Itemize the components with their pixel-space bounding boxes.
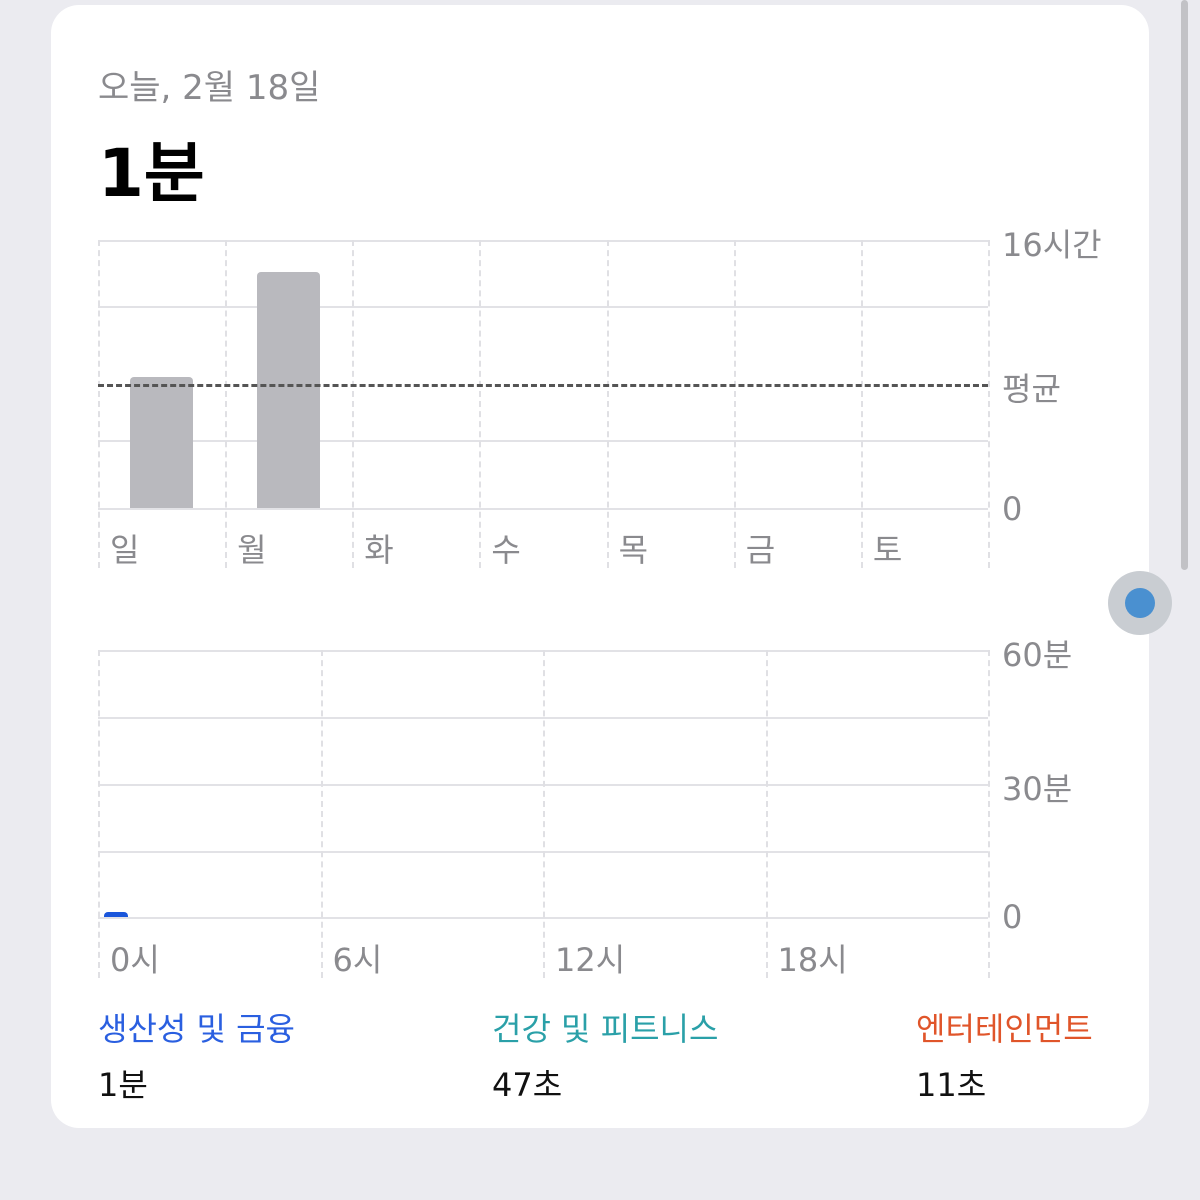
gridline — [98, 306, 988, 308]
x-tick-label: 월 — [237, 531, 267, 569]
gridline-vertical — [98, 240, 100, 568]
gridline-vertical — [98, 650, 100, 978]
average-line — [98, 384, 988, 388]
gridline — [98, 440, 988, 442]
hour-bar — [104, 912, 128, 917]
x-tick-label: 토 — [872, 531, 903, 569]
gridline-vertical — [479, 240, 482, 568]
gridline — [98, 240, 988, 242]
gridline-vertical — [988, 240, 990, 568]
x-tick-label: 금 — [745, 531, 776, 569]
total-time: 1분 — [98, 135, 205, 212]
gridline-vertical — [860, 240, 863, 568]
gridline-vertical — [765, 650, 768, 978]
x-tick-label: 화 — [364, 531, 394, 569]
gridline-vertical — [988, 650, 990, 978]
category-health[interactable]: 건강 및 피트니스 47초 — [492, 1004, 718, 1106]
category-value: 11초 — [916, 1066, 987, 1104]
y-tick-16h: 16시간 — [1002, 226, 1102, 264]
y-tick-zero: 0 — [1002, 490, 1023, 528]
y-tick-60m: 60분 — [1002, 636, 1073, 674]
y-tick-30m: 30분 — [1002, 770, 1073, 808]
gridline — [98, 508, 988, 510]
category-productivity[interactable]: 생산성 및 금융 1분 — [98, 1004, 295, 1106]
category-entertainment[interactable]: 엔터테인먼트 11초 — [916, 1004, 1093, 1106]
bar-월 — [257, 271, 321, 508]
category-value: 47초 — [492, 1066, 563, 1104]
x-tick-label: 목 — [618, 531, 649, 569]
category-value: 1분 — [98, 1066, 148, 1104]
scrollbar[interactable] — [1181, 0, 1188, 570]
gridline-vertical — [543, 650, 545, 978]
y-tick-0: 0 — [1002, 898, 1023, 936]
x-tick-label: 0시 — [110, 941, 160, 979]
screen-time-card — [51, 5, 1149, 1128]
bar-일 — [130, 377, 193, 508]
assistive-touch-button[interactable] — [1108, 571, 1172, 635]
x-tick-label: 일 — [110, 531, 140, 569]
dot-icon — [1125, 588, 1155, 618]
gridline-vertical — [352, 240, 355, 568]
gridline-vertical — [606, 240, 609, 568]
gridline-vertical — [225, 240, 228, 568]
category-label: 생산성 및 금융 — [98, 1010, 295, 1048]
category-label: 엔터테인먼트 — [916, 1010, 1093, 1048]
y-tick-average: 평균 — [1002, 370, 1061, 408]
x-tick-label: 수 — [491, 531, 521, 569]
x-tick-label: 18시 — [777, 941, 848, 979]
gridline-vertical — [733, 240, 736, 568]
x-tick-label: 12시 — [555, 941, 626, 979]
x-tick-label: 6시 — [332, 941, 383, 979]
category-label: 건강 및 피트니스 — [492, 1010, 719, 1048]
gridline-vertical — [320, 650, 323, 978]
date-label: 오늘, 2월 18일 — [98, 68, 321, 108]
